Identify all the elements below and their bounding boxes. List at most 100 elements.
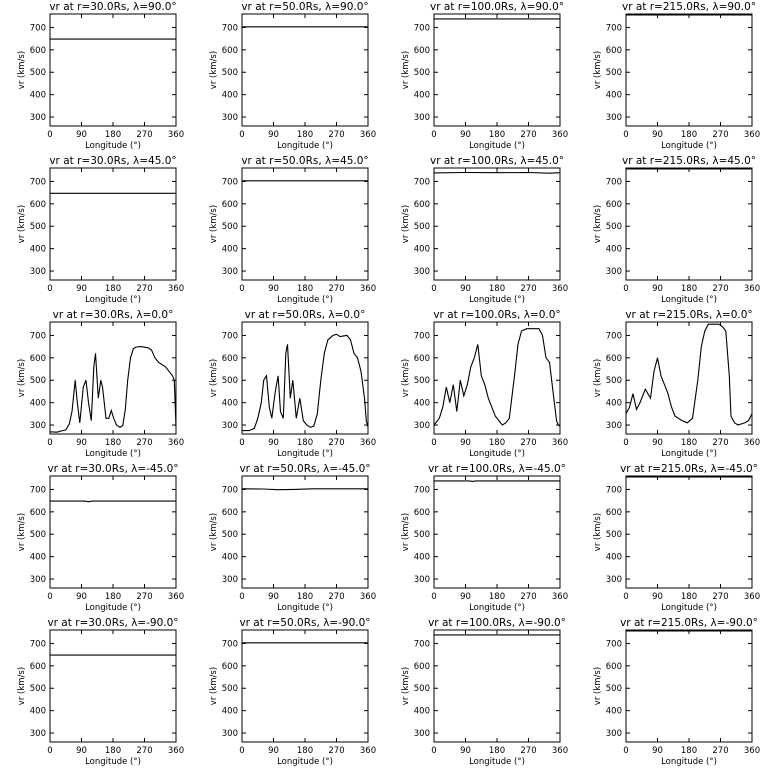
y-tick-label: 400 [414, 399, 430, 409]
x-tick-label: 90 [460, 438, 471, 448]
y-tick-label: 400 [414, 707, 430, 717]
y-tick-label: 600 [414, 354, 430, 364]
x-tick-label: 180 [105, 130, 121, 140]
y-tick-label: 700 [222, 23, 238, 33]
plot-frame [625, 321, 753, 435]
y-tick-label: 500 [30, 222, 46, 232]
x-tick-label: 270 [136, 130, 152, 140]
y-tick-label: 500 [606, 684, 622, 694]
x-tick-label: 180 [105, 284, 121, 294]
x-tick-label: 270 [136, 284, 152, 294]
y-tick-label: 700 [222, 485, 238, 495]
x-tick-label: 90 [76, 592, 87, 602]
panel-title: vr at r=50.0Rs, λ=0.0° [245, 309, 366, 321]
panel-r100.0-lat90.0: vr at r=100.0Rs, λ=90.0° 0 90 180 270 360 300 4… [401, 1, 568, 151]
panel-title: vr at r=100.0Rs, λ=-45.0° [428, 463, 566, 475]
panel-title: vr at r=215.0Rs, λ=-45.0° [620, 463, 758, 475]
x-tick-label: 0 [239, 438, 244, 448]
x-axis-label: Longitude (°) [85, 295, 141, 305]
panel-title: vr at r=100.0Rs, λ=45.0° [430, 155, 564, 167]
y-axis-label: vr (km/s) [593, 205, 603, 243]
y-tick-label: 300 [30, 729, 46, 739]
x-tick-label: 0 [431, 746, 436, 756]
panel-r215.0-lat45.0: vr at r=215.0Rs, λ=45.0° 0 90 180 270 360 300 4… [593, 155, 760, 305]
y-tick-label: 600 [222, 46, 238, 56]
x-axis-label: Longitude (°) [277, 603, 333, 613]
plot-frame [49, 13, 177, 127]
x-tick-label: 360 [360, 746, 376, 756]
panel-title: vr at r=50.0Rs, λ=90.0° [241, 1, 368, 13]
x-tick-label: 270 [520, 438, 536, 448]
x-tick-label: 180 [489, 746, 505, 756]
y-axis-label: vr (km/s) [209, 513, 219, 551]
y-tick-label: 400 [222, 91, 238, 101]
y-axis-label: vr (km/s) [593, 667, 603, 705]
x-tick-label: 360 [168, 592, 184, 602]
y-axis-label: vr (km/s) [593, 359, 603, 397]
y-tick-label: 300 [30, 113, 46, 123]
y-tick-label: 700 [414, 331, 430, 341]
panel-r50.0-lat90.0: vr at r=50.0Rs, λ=90.0° 0 90 180 270 360 300 40… [209, 1, 376, 151]
x-tick-label: 90 [268, 746, 279, 756]
panel-title: vr at r=30.0Rs, λ=45.0° [49, 155, 176, 167]
y-tick-label: 300 [414, 421, 430, 431]
y-tick-label: 700 [606, 485, 622, 495]
y-tick-label: 600 [606, 354, 622, 364]
x-axis-label: Longitude (°) [469, 141, 525, 151]
x-tick-label: 90 [652, 438, 663, 448]
x-tick-label: 270 [712, 746, 728, 756]
x-tick-label: 90 [76, 438, 87, 448]
x-tick-label: 270 [712, 592, 728, 602]
x-tick-label: 0 [47, 284, 52, 294]
panel-r215.0-lat-90.0: vr at r=215.0Rs, λ=-90.0° 0 90 180 270 360 300… [593, 617, 760, 767]
y-axis-label: vr (km/s) [209, 51, 219, 89]
y-tick-label: 300 [222, 575, 238, 585]
y-tick-label: 500 [222, 530, 238, 540]
x-tick-label: 270 [712, 130, 728, 140]
y-tick-label: 700 [414, 23, 430, 33]
x-tick-label: 360 [360, 130, 376, 140]
x-tick-label: 180 [681, 130, 697, 140]
x-tick-label: 360 [360, 438, 376, 448]
panel-r215.0-lat-45.0: vr at r=215.0Rs, λ=-45.0° 0 90 180 270 360 300… [593, 463, 760, 613]
x-tick-label: 90 [652, 746, 663, 756]
y-tick-label: 600 [30, 200, 46, 210]
panel-title: vr at r=50.0Rs, λ=45.0° [241, 155, 368, 167]
y-tick-label: 300 [414, 575, 430, 585]
x-axis-label: Longitude (°) [661, 603, 717, 613]
y-tick-label: 300 [222, 421, 238, 431]
y-axis-label: vr (km/s) [17, 359, 27, 397]
x-tick-label: 90 [76, 130, 87, 140]
y-tick-label: 700 [606, 639, 622, 649]
y-tick-label: 700 [414, 639, 430, 649]
y-tick-label: 400 [606, 553, 622, 563]
x-tick-label: 360 [360, 284, 376, 294]
x-tick-label: 270 [520, 746, 536, 756]
x-tick-label: 270 [328, 284, 344, 294]
y-tick-label: 400 [30, 553, 46, 563]
panel-r215.0-lat0.0: vr at r=215.0Rs, λ=0.0° 0 90 180 270 360 300 40… [593, 309, 760, 459]
panel-r100.0-lat0.0: vr at r=100.0Rs, λ=0.0° 0 90 180 270 360 300 40… [401, 309, 568, 459]
y-tick-label: 400 [414, 245, 430, 255]
x-tick-label: 270 [328, 438, 344, 448]
x-tick-label: 180 [681, 284, 697, 294]
plot-frame [241, 167, 369, 281]
x-tick-label: 360 [744, 592, 760, 602]
x-axis-label: Longitude (°) [277, 757, 333, 767]
x-axis-label: Longitude (°) [661, 295, 717, 305]
y-tick-label: 300 [606, 575, 622, 585]
plot-frame [625, 629, 753, 743]
series-line [433, 171, 561, 174]
y-tick-label: 600 [606, 46, 622, 56]
y-tick-label: 400 [222, 399, 238, 409]
panel-r100.0-lat-45.0: vr at r=100.0Rs, λ=-45.0° 0 90 180 270 360 300… [401, 463, 568, 613]
y-tick-label: 400 [30, 91, 46, 101]
y-tick-label: 300 [414, 267, 430, 277]
x-tick-label: 0 [431, 592, 436, 602]
x-tick-label: 180 [681, 746, 697, 756]
x-tick-label: 0 [623, 438, 628, 448]
x-tick-label: 0 [623, 746, 628, 756]
x-tick-label: 90 [652, 130, 663, 140]
panel-title: vr at r=100.0Rs, λ=-90.0° [428, 617, 566, 629]
x-tick-label: 90 [76, 284, 87, 294]
